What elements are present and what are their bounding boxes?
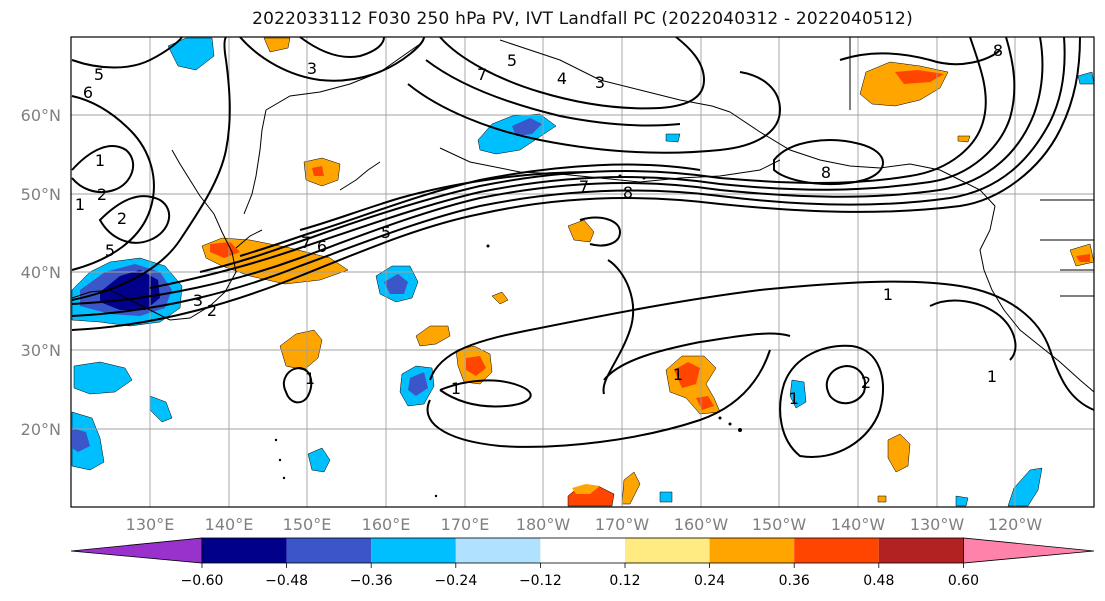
contour-label: 5: [381, 223, 391, 242]
colorbar-tick-label: −0.12: [519, 573, 562, 589]
contour-label: 1: [451, 379, 461, 398]
map-panel: 5 6 3 5 4 3 7 8 1 2 1 5 2 7 8 8 7 6 5 1 …: [70, 36, 1095, 508]
colorbar-tick-label: 0.60: [948, 573, 979, 589]
lat-label: 30°N: [21, 341, 61, 360]
colorbar-bin: [455, 538, 541, 563]
contour-label: 1: [305, 369, 315, 388]
chart-title: 2022033112 F030 250 hPa PV, IVT Landfall…: [252, 9, 913, 29]
colorbar-bin: [286, 538, 372, 563]
contour-label: 8: [623, 183, 633, 202]
contour-label: 8: [993, 41, 1003, 60]
lat-label: 40°N: [21, 263, 61, 282]
lon-label: 170°W: [595, 515, 650, 534]
contour-label: 8: [821, 163, 831, 182]
contour-label: 1: [673, 365, 683, 384]
contour-label-group: 5 6 3 5 4 3 7 8 1 2 1 5 2 7 8 8 7 6 5 1 …: [75, 41, 1003, 408]
colorbar-tick-label: −0.36: [350, 573, 393, 589]
contour-label: 5: [94, 65, 104, 84]
colorbar-bin: [709, 538, 795, 563]
colorbar-frame: [201, 537, 964, 564]
contour-label: 7: [301, 233, 311, 252]
colorbar-bin: [202, 538, 287, 563]
contour-label: 1: [75, 195, 85, 214]
colorbar-bin: [963, 537, 1095, 564]
colorbar-bin: [371, 538, 456, 563]
contour-label: 7: [477, 65, 487, 84]
lon-label: 170°E: [441, 515, 490, 534]
contour-label: 1: [883, 285, 893, 304]
lon-label: 150°W: [752, 515, 807, 534]
colorbar-tick-label: 0.12: [609, 573, 640, 589]
lon-label: 130°W: [910, 515, 965, 534]
colorbar-bin: [794, 538, 879, 563]
colorbar-bin: [878, 538, 964, 563]
lat-label: 20°N: [21, 420, 61, 439]
contour-label: 4: [557, 69, 567, 88]
positive-pv-shading: [201, 37, 1095, 507]
contour-label: 6: [83, 83, 93, 102]
contour-label: 5: [105, 241, 115, 260]
lon-label: 180°W: [516, 515, 571, 534]
contour-label: 2: [117, 209, 127, 228]
graticule: [71, 37, 1094, 507]
contour-label: 7: [579, 177, 589, 196]
colorbar-tick-label: 0.36: [779, 573, 810, 589]
colorbar-tick-label: −0.48: [265, 573, 308, 589]
contour-label: 2: [861, 373, 871, 392]
colorbar-tick-label: 0.24: [694, 573, 725, 589]
lon-label: 120°W: [988, 515, 1043, 534]
lon-label: 150°E: [283, 515, 332, 534]
lon-label: 140°E: [205, 515, 254, 534]
colorbar: −0.60 −0.48 −0.36 −0.24 −0.12 0.12 0.24 …: [70, 537, 1095, 589]
map-frame: [70, 36, 1095, 508]
lon-label: 160°E: [362, 515, 411, 534]
lon-label: 140°W: [831, 515, 886, 534]
longitude-labels: 130°E 140°E 150°E 160°E 170°E 180°W 170°…: [126, 515, 1043, 534]
contour-label: 6: [317, 237, 327, 256]
contour-label: 5: [507, 51, 517, 70]
contour-label: 1: [987, 367, 997, 386]
colorbar-bin: [70, 537, 203, 564]
lon-label: 130°E: [126, 515, 175, 534]
contour-lines: [71, 36, 1095, 458]
contour-label: 3: [307, 59, 317, 78]
contour-label: 3: [193, 291, 203, 310]
lat-label: 50°N: [21, 185, 61, 204]
colorbar-tick-label: −0.60: [181, 573, 224, 589]
islands: [274, 174, 742, 498]
latitude-labels: 60°N 50°N 40°N 30°N 20°N: [21, 106, 61, 439]
contour-label: 2: [207, 301, 217, 320]
colorbar-bin: [540, 538, 625, 563]
contour-label: 2: [97, 185, 107, 204]
colorbar-bin: [625, 538, 710, 563]
contour-label: 1: [789, 389, 799, 408]
colorbar-tick-label: −0.24: [434, 573, 477, 589]
contour-label: 3: [595, 73, 605, 92]
lat-label: 60°N: [21, 106, 61, 125]
contour-label: 1: [95, 151, 105, 170]
lon-label: 160°W: [674, 515, 729, 534]
colorbar-tick-label: 0.48: [863, 573, 894, 589]
